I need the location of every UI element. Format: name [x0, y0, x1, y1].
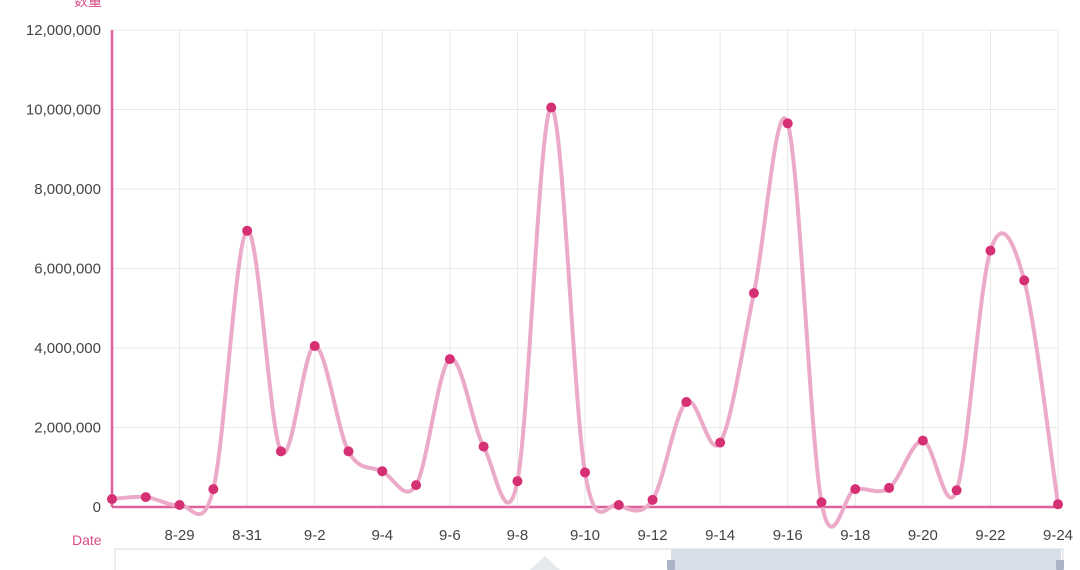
data-point-9-6[interactable] — [444, 354, 455, 365]
data-zoom-handle-left[interactable] — [667, 560, 675, 570]
y-tick-label: 0 — [93, 499, 101, 516]
data-point-9-2[interactable] — [309, 341, 320, 352]
x-tick-label: 9-16 — [773, 527, 803, 544]
y-tick-label: 2,000,000 — [34, 420, 101, 437]
data-point-9-18[interactable] — [850, 484, 861, 495]
data-point-8-28[interactable] — [140, 492, 151, 503]
data-point-9-8[interactable] — [512, 476, 523, 487]
x-tick-label: 9-2 — [304, 527, 326, 544]
data-point-9-19[interactable] — [884, 482, 895, 493]
x-tick-label: 9-20 — [908, 527, 938, 544]
data-points — [107, 102, 1063, 511]
data-point-8-29[interactable] — [174, 500, 185, 511]
x-tick-label: 8-29 — [165, 527, 195, 544]
x-tick-label: 9-18 — [840, 527, 870, 544]
data-point-9-13[interactable] — [681, 397, 692, 408]
data-zoom-handle-right[interactable] — [1056, 560, 1064, 570]
data-zoom-slider[interactable] — [114, 548, 1064, 570]
data-point-9-1[interactable] — [275, 446, 286, 457]
data-point-9-4[interactable] — [377, 466, 388, 477]
data-point-9-9[interactable] — [546, 102, 557, 113]
data-point-9-16[interactable] — [782, 118, 793, 129]
y-tick-label: 8,000,000 — [34, 181, 101, 198]
data-point-9-23[interactable] — [1019, 275, 1030, 286]
x-tick-label: 9-12 — [638, 527, 668, 544]
data-zoom-shadow-shape — [530, 556, 560, 570]
y-tick-label: 4,000,000 — [34, 340, 101, 357]
x-tick-label: 9-14 — [705, 527, 735, 544]
x-tick-label: 9-24 — [1043, 527, 1073, 544]
axes — [110, 30, 1062, 509]
data-point-9-14[interactable] — [715, 437, 726, 448]
data-point-9-20[interactable] — [917, 435, 928, 446]
data-point-9-17[interactable] — [816, 497, 827, 508]
data-point-9-5[interactable] — [411, 480, 422, 491]
data-point-9-7[interactable] — [478, 441, 489, 452]
y-tick-label: 6,000,000 — [34, 261, 101, 278]
data-zoom-selected-range[interactable] — [671, 549, 1061, 570]
grid-lines — [112, 29, 1059, 508]
x-tick-label: 8-31 — [232, 527, 262, 544]
data-point-9-24[interactable] — [1053, 499, 1063, 510]
data-point-8-27[interactable] — [107, 494, 117, 505]
data-point-9-21[interactable] — [951, 485, 962, 496]
data-point-9-11[interactable] — [613, 500, 624, 511]
data-point-9-3[interactable] — [343, 446, 354, 457]
x-tick-label: 9-4 — [371, 527, 393, 544]
x-tick-label: 9-10 — [570, 527, 600, 544]
data-point-8-31[interactable] — [242, 225, 253, 236]
y-axis-title: 数量 — [74, 0, 102, 9]
x-tick-label: 9-8 — [507, 527, 529, 544]
data-point-9-10[interactable] — [580, 467, 590, 478]
x-axis-title: Date — [72, 532, 102, 548]
y-axis-ticks: 0 2,000,000 4,000,000 6,000,000 8,000,000 10,… — [26, 22, 101, 516]
data-point-9-15[interactable] — [748, 288, 759, 299]
y-tick-label: 10,000,000 — [26, 102, 101, 119]
data-point-8-30[interactable] — [208, 484, 219, 495]
x-tick-label: 9-22 — [975, 527, 1005, 544]
data-point-9-12[interactable] — [647, 494, 658, 505]
data-point-9-22[interactable] — [985, 245, 996, 256]
x-tick-label: 9-6 — [439, 527, 461, 544]
x-axis-ticks: 8-29 8-31 9-2 9-4 9-6 9-8 9-10 9-12 9-14 9-16 9-18… — [165, 527, 1073, 544]
y-tick-label: 12,000,000 — [26, 22, 101, 39]
